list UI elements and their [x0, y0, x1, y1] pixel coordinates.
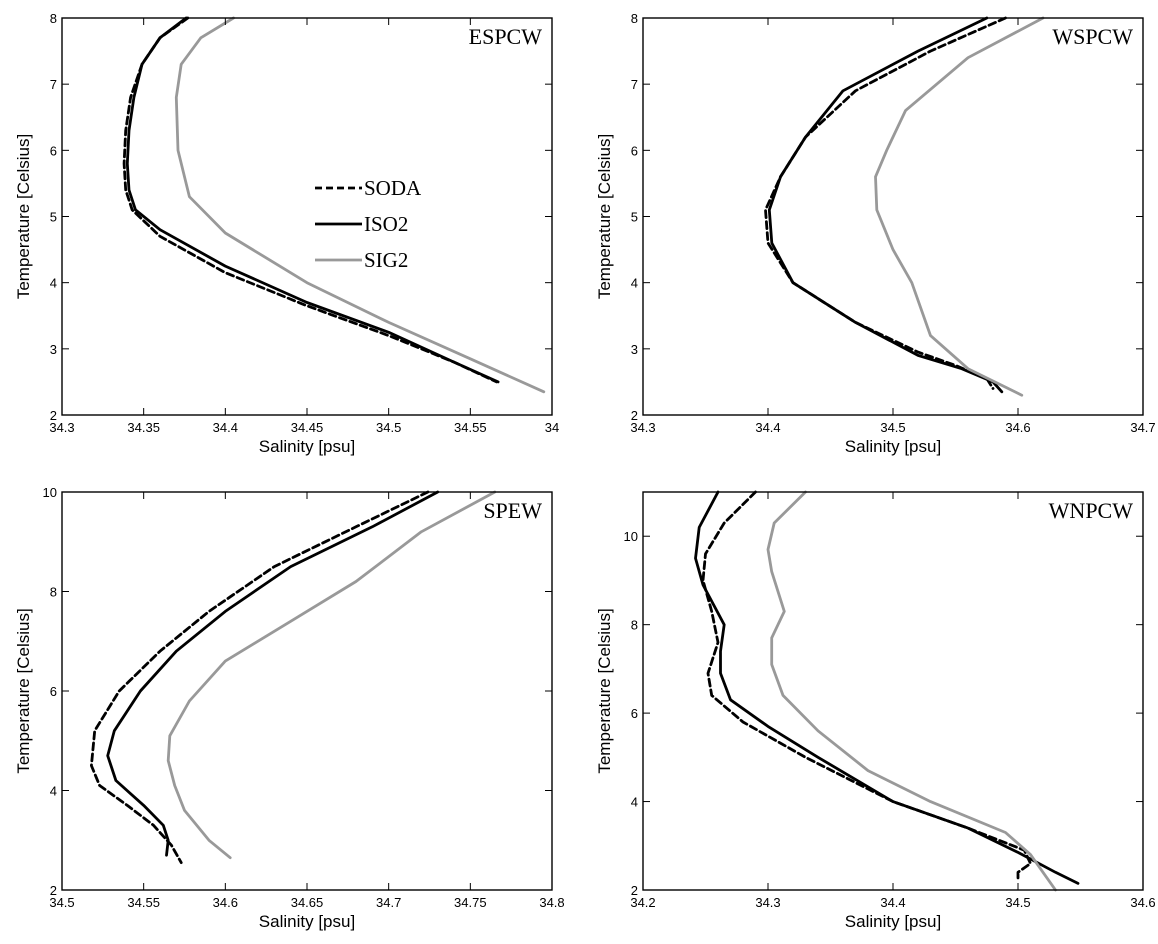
chart-1-x-tick-label: 34.45 [291, 420, 324, 435]
chart-4-y-tick-label: 10 [624, 529, 638, 544]
chart-1-legend-label-soda: SODA [364, 176, 422, 200]
chart-1-legend: SODA ISO2 SIG2 [315, 176, 422, 272]
chart-3-series-soda [90, 490, 430, 864]
chart-4-y-tick-label: 2 [631, 883, 638, 898]
chart-1-x-axis-label: Salinity [psu] [259, 437, 355, 456]
chart-4-x-tick-label: 34.6 [1130, 895, 1155, 910]
chart-2-y-tick-label: 3 [631, 342, 638, 357]
chart-3-x-tick-label: 34.7 [376, 895, 401, 910]
chart-2-x-tick-label: 34.7 [1130, 420, 1155, 435]
chart-1-y-tick-label: 6 [50, 143, 57, 158]
chart-3-title: SPEW [483, 498, 542, 523]
chart-1-x-tick-label: 34.5 [376, 420, 401, 435]
chart-1-x-tick-label: 34.3 [49, 420, 74, 435]
chart-2-x-tick-label: 34.4 [755, 420, 780, 435]
chart-1-series-sig2 [174, 16, 546, 394]
chart-1-x-tick-label: 34.55 [454, 420, 487, 435]
chart-2-x-tick-label: 34.3 [630, 420, 655, 435]
chart-2-y-tick-label: 6 [631, 143, 638, 158]
chart-2: 34.3 34.4 34.5 34.6 34.7 2 3 4 5 6 7 8 Salinity [psu… [595, 11, 1156, 456]
chart-4-x-tick-label: 34.2 [630, 895, 655, 910]
chart-2-x-tick-label: 34.5 [880, 420, 905, 435]
chart-3-y-axis-label: Temperature [Celsius] [14, 608, 33, 773]
chart-1-x-tick-label: 34.4 [213, 420, 238, 435]
chart-2-y-tick-label: 5 [631, 210, 638, 225]
chart-4-title: WNPCW [1049, 498, 1134, 523]
chart-3-y-tick-label: 4 [50, 784, 57, 799]
chart-4-y-tick-label: 6 [631, 706, 638, 721]
chart-2-y-tick-label: 7 [631, 77, 638, 92]
chart-2-y-axis-label: Temperature [Celsius] [595, 134, 614, 299]
chart-4: 34.2 34.3 34.4 34.5 34.6 2 4 6 8 10 Salinity [psu]… [595, 490, 1156, 931]
chart-2-y-tick-label: 4 [631, 276, 638, 291]
chart-3-series-sig2 [166, 490, 497, 860]
chart-4-x-tick-label: 34.4 [880, 895, 905, 910]
chart-2-series-iso2 [767, 16, 1004, 394]
chart-4-x-axis-label: Salinity [psu] [845, 912, 941, 931]
chart-3-x-tick-label: 34.75 [454, 895, 487, 910]
chart-4-y-axis-label: Temperature [Celsius] [595, 608, 614, 773]
chart-1-y-tick-label: 8 [50, 11, 57, 26]
chart-1-series-iso2 [125, 16, 500, 384]
chart-2-y-tick-label: 2 [631, 408, 638, 423]
chart-3-x-tick-label: 34.5 [49, 895, 74, 910]
chart-3-x-tick-label: 34.8 [539, 895, 564, 910]
chart-2-title: WSPCW [1052, 24, 1133, 49]
chart-4-x-tick-label: 34.5 [1005, 895, 1030, 910]
chart-2-y-tick-label: 8 [631, 11, 638, 26]
chart-1-frame [61, 17, 553, 416]
chart-1-y-tick-label: 5 [50, 210, 57, 225]
chart-1-y-axis-label: Temperature [Celsius] [14, 134, 33, 299]
chart-1-y-tick-label: 2 [50, 408, 57, 423]
chart-4-series-sig2 [766, 490, 1057, 892]
chart-3: 34.5 34.55 34.6 34.65 34.7 34.75 34.8 2 4 6 8 10 Sal… [14, 485, 565, 931]
chart-4-y-tick-label: 4 [631, 795, 638, 810]
chart-3-y-tick-label: 10 [43, 485, 57, 500]
chart-1: 34.3 34.35 34.4 34.45 34.5 34.55 342345678Sali… [14, 11, 559, 456]
chart-3-y-tick-label: 8 [50, 585, 57, 600]
chart-3-x-tick-label: 34.65 [291, 895, 324, 910]
chart-1-x-tick-label: 34.35 [127, 420, 160, 435]
chart-3-y-tick-label: 2 [50, 883, 57, 898]
chart-1-x-tick-label: 34 [545, 420, 559, 435]
chart-2-series-sig2 [874, 16, 1045, 397]
chart-3-x-tick-label: 34.6 [213, 895, 238, 910]
chart-1-y-tick-label: 4 [50, 276, 57, 291]
chart-4-x-tick-label: 34.3 [755, 895, 780, 910]
chart-1-legend-label-iso2: ISO2 [364, 212, 408, 236]
chart-4-frame [642, 491, 1144, 891]
chart-3-series-iso2 [106, 490, 440, 857]
chart-2-series-soda [764, 16, 1007, 390]
chart-3-x-axis-label: Salinity [psu] [259, 912, 355, 931]
chart-2-x-tick-label: 34.6 [1005, 420, 1030, 435]
chart-1-title: ESPCW [469, 24, 543, 49]
chart-3-y-tick-label: 6 [50, 684, 57, 699]
chart-1-y-tick-label: 7 [50, 77, 57, 92]
chart-4-series-iso2 [694, 490, 1080, 885]
chart-2-frame [642, 17, 1144, 416]
panels-group: 34.3 34.35 34.4 34.45 34.5 34.55 342345678Sali… [14, 11, 1156, 931]
chart-1-legend-label-sig2: SIG2 [364, 248, 408, 272]
chart-4-y-tick-label: 8 [631, 618, 638, 633]
chart-2-x-axis-label: Salinity [psu] [845, 437, 941, 456]
chart-1-y-tick-label: 3 [50, 342, 57, 357]
chart-3-x-tick-label: 34.55 [127, 895, 160, 910]
